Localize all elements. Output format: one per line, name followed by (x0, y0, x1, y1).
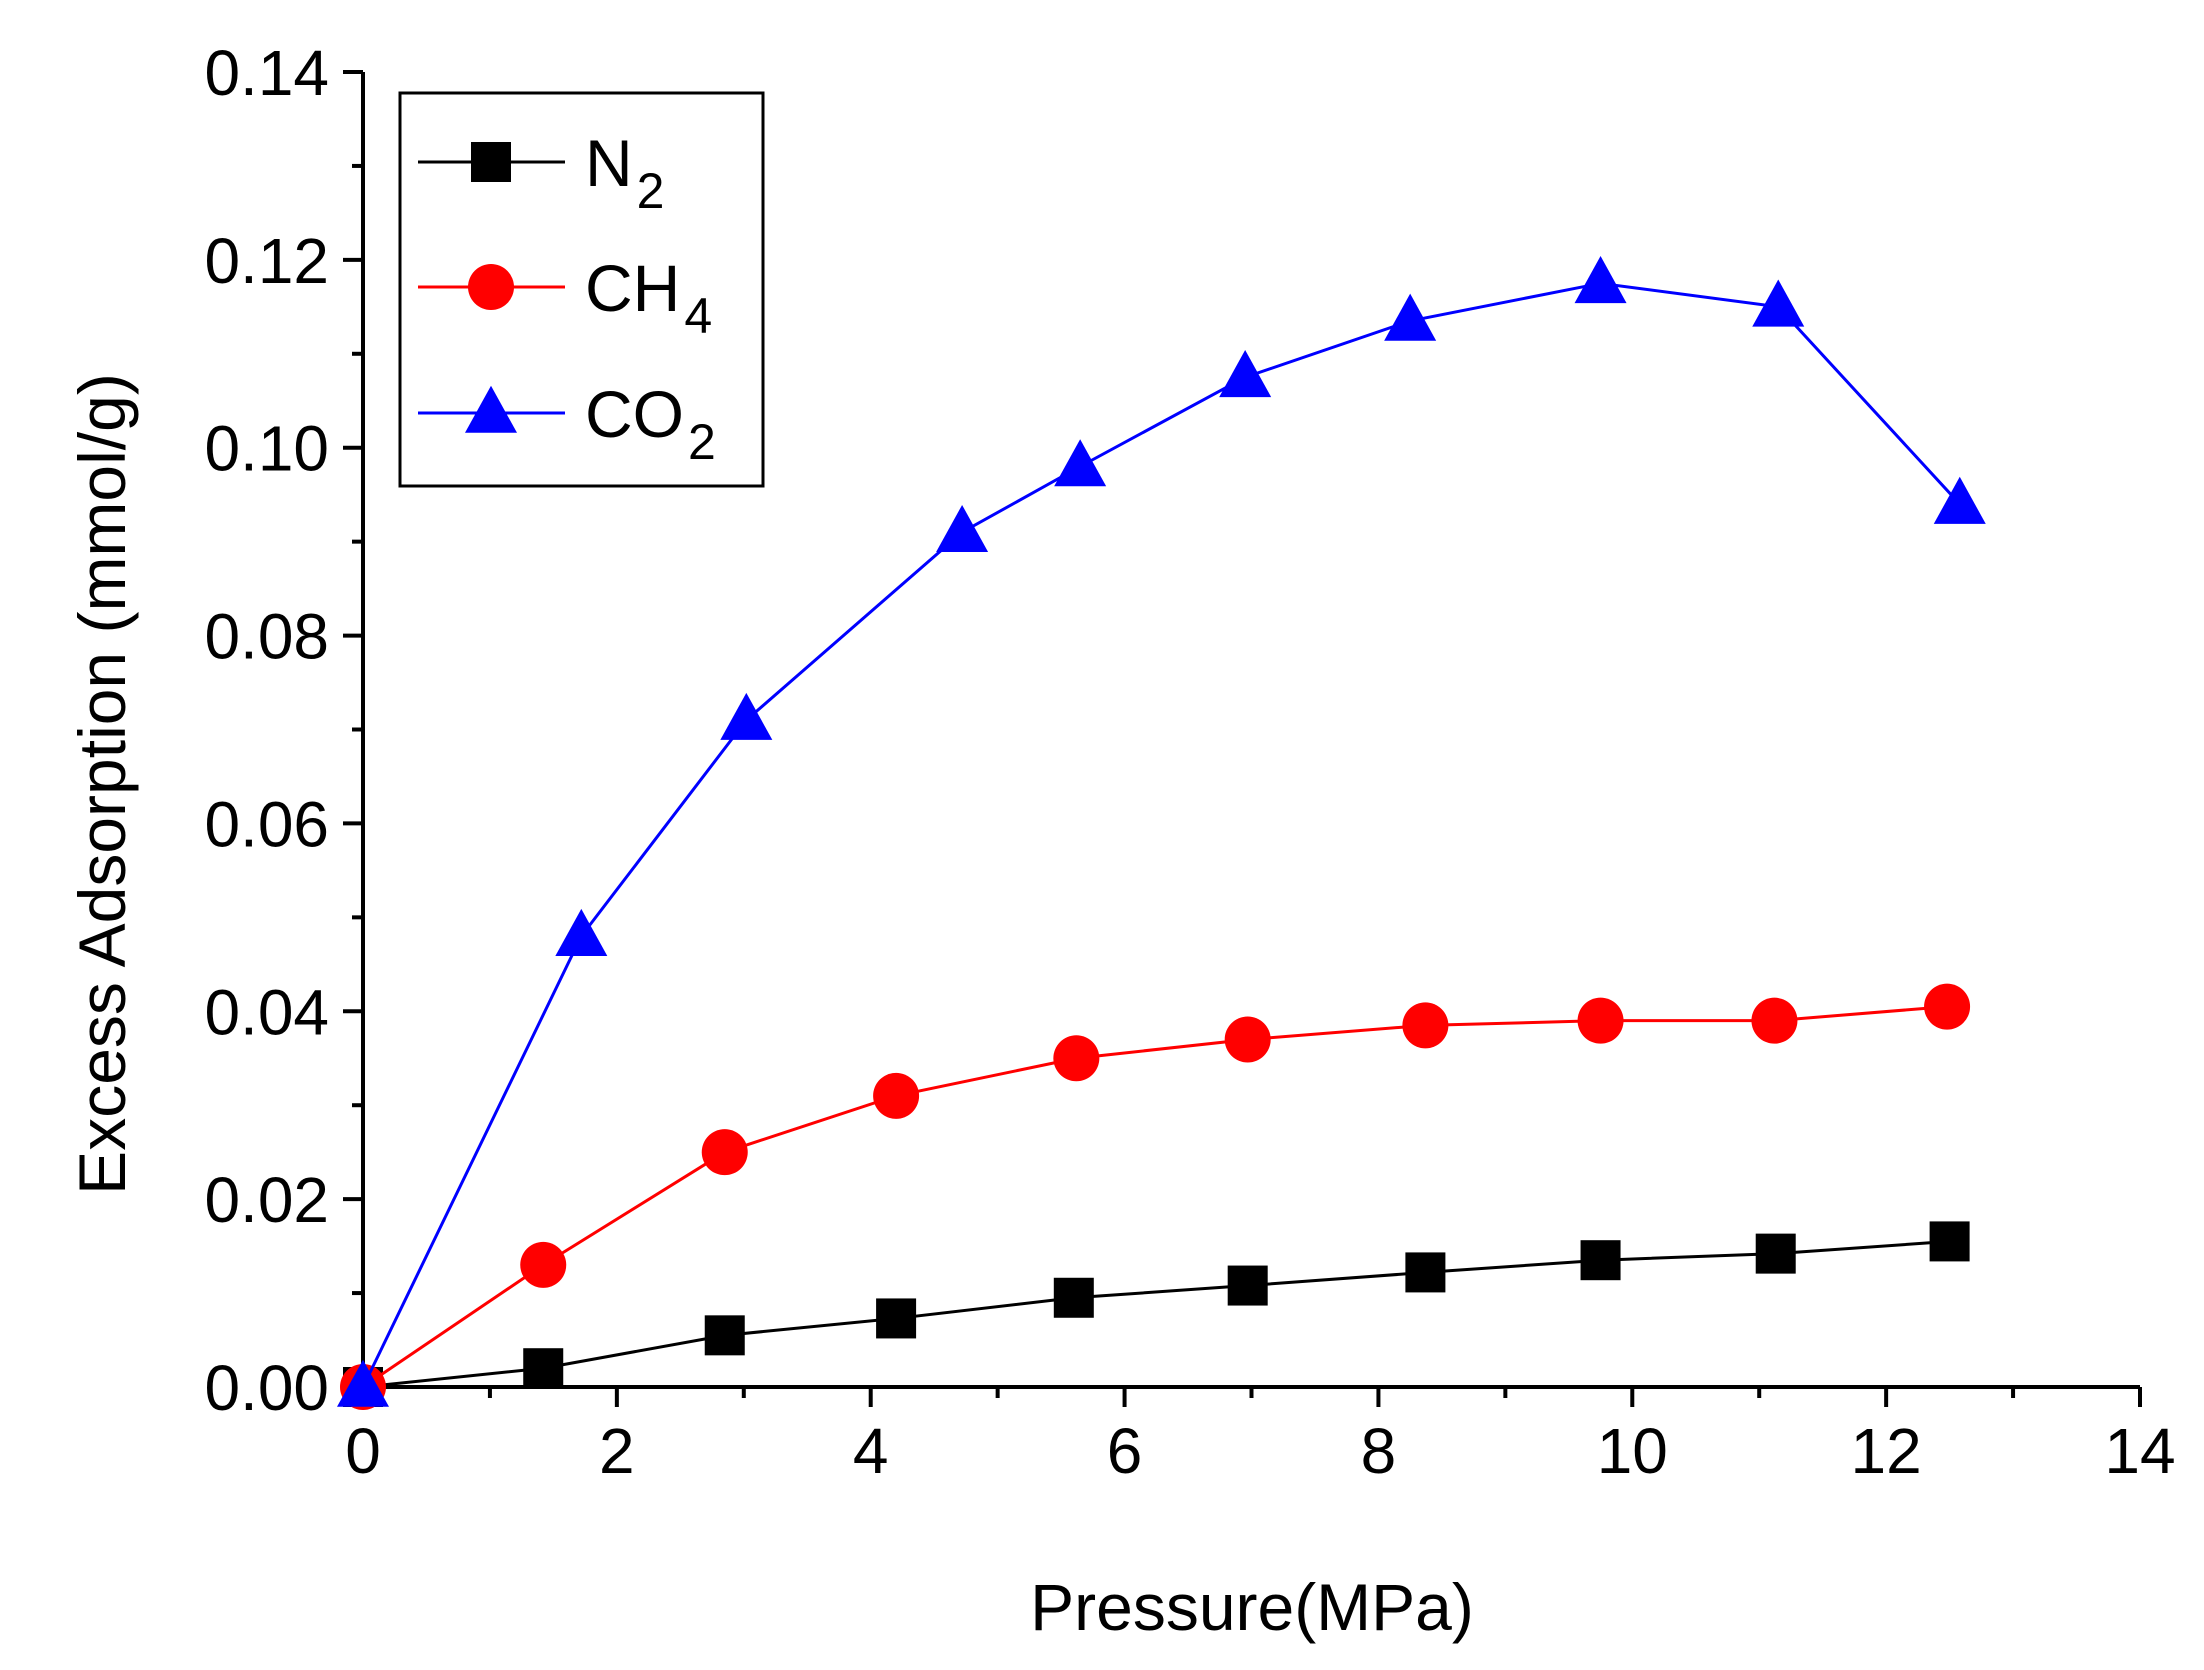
data-point-ch4 (1402, 1002, 1449, 1049)
x-tick-label: 6 (1107, 1415, 1143, 1487)
x-axis-title: Pressure(MPa) (1030, 1570, 1474, 1644)
data-point-ch4 (1924, 983, 1971, 1030)
data-point-n2 (1755, 1233, 1796, 1274)
series-line-ch4 (362, 1005, 1948, 1389)
x-tick-label: 2 (599, 1415, 635, 1487)
data-point-ch4 (520, 1241, 567, 1288)
y-tick-label: 0.08 (204, 601, 329, 673)
data-point-co2 (337, 1359, 389, 1407)
y-tick-label: 0.14 (204, 37, 329, 109)
data-point-co2 (1752, 279, 1805, 327)
series-ch4 (340, 983, 1971, 1410)
data-point-n2 (876, 1298, 917, 1339)
data-point-n2 (1929, 1221, 1970, 1262)
axes: 0 2 4 6 8 10 12 14 0.00 0.02 0.04 0.06 0.08 0.10 0.12 0… (204, 37, 2175, 1487)
x-tick-label: 8 (1361, 1415, 1397, 1487)
legend-label-n2: N2 (585, 126, 664, 219)
data-point-n2 (1053, 1277, 1094, 1318)
data-point-co2 (1574, 256, 1627, 304)
y-tick-label: 0.04 (204, 976, 329, 1048)
data-point-ch4 (1053, 1035, 1100, 1082)
series-co2 (337, 256, 1986, 1407)
legend-marker-co2 (465, 385, 517, 433)
y-tick-label: 0.06 (204, 788, 329, 860)
legend-label-ch4: CH4 (585, 251, 712, 344)
data-point-n2 (1227, 1265, 1268, 1306)
data-point-ch4 (1751, 997, 1798, 1044)
data-point-co2 (720, 692, 773, 740)
x-tick-label: 14 (2104, 1415, 2175, 1487)
y-tick-label: 0.00 (204, 1352, 329, 1424)
legend-label-main: CO (585, 377, 684, 451)
data-point-co2 (936, 504, 989, 553)
series-line-co2 (361, 281, 1961, 1388)
legend-label-subscript: 2 (637, 163, 665, 219)
legend-box (398, 91, 765, 488)
data-point-co2 (1219, 349, 1272, 398)
data-point-ch4 (873, 1072, 920, 1119)
data-point-ch4 (1577, 997, 1624, 1044)
legend-label-subscript: 4 (684, 288, 712, 344)
y-tick-label: 0.10 (204, 413, 329, 485)
legend-label-subscript: 2 (688, 414, 716, 470)
legend-marker-n2 (471, 142, 511, 182)
legend-marker-ch4 (468, 264, 514, 310)
series-layer (337, 256, 1986, 1410)
data-point-n2 (1580, 1240, 1621, 1281)
data-point-n2 (704, 1315, 745, 1356)
x-tick-label: 4 (853, 1415, 889, 1487)
y-axis-title: Excess Adsorption (mmol/g) (65, 373, 139, 1195)
data-point-co2 (555, 908, 608, 956)
legend-label-co2: CO2 (585, 377, 716, 470)
data-point-n2 (1405, 1252, 1446, 1293)
series-line-n2 (362, 1239, 1950, 1389)
data-point-co2 (1933, 476, 1986, 524)
y-tick-label: 0.12 (204, 225, 329, 297)
data-point-n2 (523, 1348, 564, 1389)
data-point-ch4 (701, 1129, 748, 1176)
legend-label-main: CH (585, 251, 680, 325)
x-tick-label: 12 (1851, 1415, 1922, 1487)
y-tick-label: 0.02 (204, 1164, 329, 1236)
x-tick-label: 0 (345, 1415, 381, 1487)
data-point-ch4 (1224, 1016, 1271, 1063)
data-point-co2 (1384, 293, 1437, 341)
x-tick-label: 10 (1597, 1415, 1668, 1487)
legend-label-main: N (585, 126, 633, 200)
data-point-co2 (1054, 439, 1107, 487)
